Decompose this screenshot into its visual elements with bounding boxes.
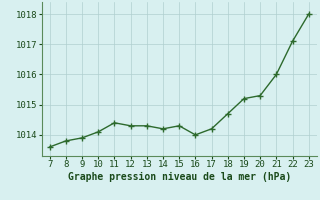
- X-axis label: Graphe pression niveau de la mer (hPa): Graphe pression niveau de la mer (hPa): [68, 172, 291, 182]
